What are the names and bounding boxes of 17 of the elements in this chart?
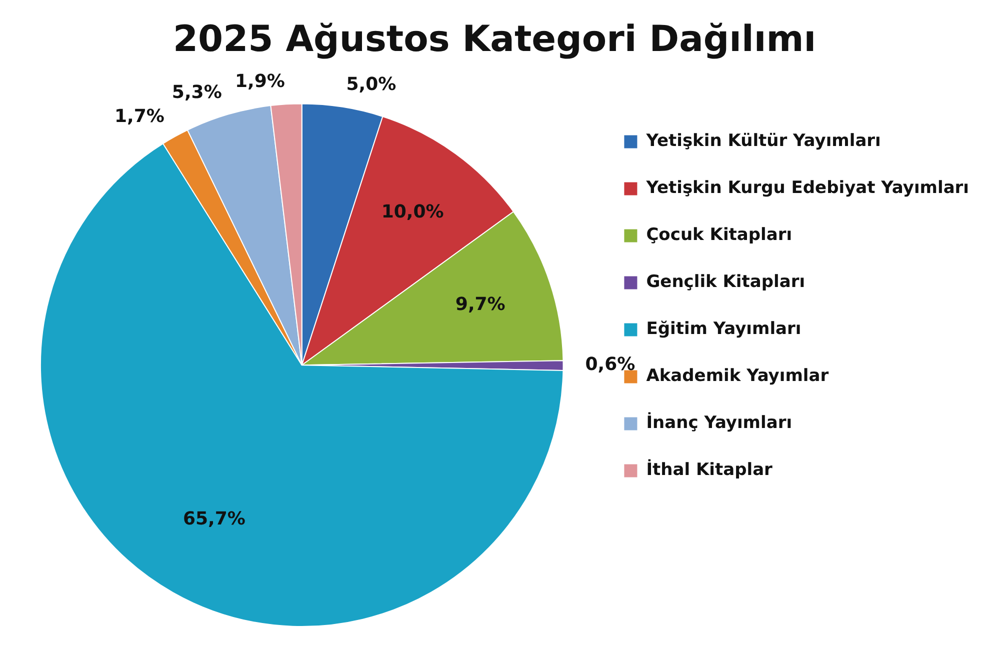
data-label: 65,7%: [182, 508, 246, 530]
legend-label: Yetişkin Kurgu Edebiyat Yayımları: [645, 178, 970, 198]
data-label: 10,0%: [381, 202, 444, 223]
data-label: 5,3%: [172, 82, 222, 103]
data-label: 0,6%: [585, 354, 636, 376]
data-label: 9,7%: [455, 294, 506, 316]
legend-label: Eğitim Yayımları: [646, 319, 802, 340]
chart-title: 2025 Ağustos Kategori Dağılımı: [172, 18, 816, 60]
legend-label: Yetişkin Kültür Yayımları: [645, 131, 881, 152]
data-label: 1,7%: [114, 106, 164, 127]
legend-label: Çocuk Kitapları: [646, 225, 792, 246]
legend-label: İnanç Yayımları: [646, 412, 792, 434]
legend-label: İthal Kitaplar: [646, 459, 774, 480]
data-label: 5,0%: [346, 74, 396, 95]
data-label: 1,9%: [235, 70, 285, 92]
legend-label: Akademik Yayımlar: [646, 366, 830, 386]
legend-label: Gençlik Kitapları: [646, 272, 806, 292]
